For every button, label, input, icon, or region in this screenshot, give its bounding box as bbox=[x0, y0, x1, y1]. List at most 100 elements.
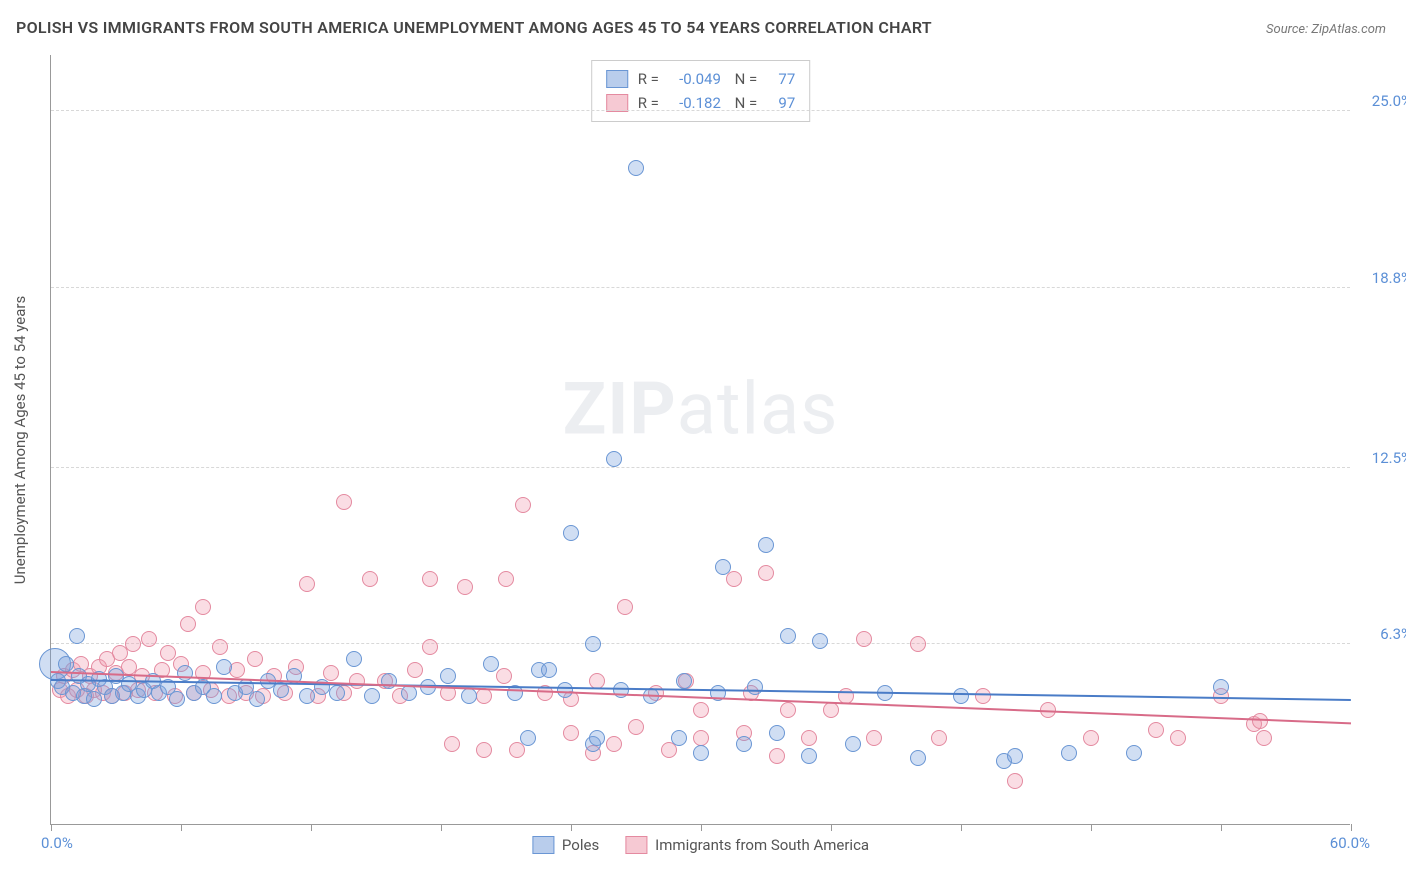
scatter-point bbox=[1213, 679, 1229, 695]
scatter-point bbox=[362, 571, 378, 587]
scatter-point bbox=[483, 656, 499, 672]
scatter-point bbox=[212, 639, 228, 655]
y-axis-label: Unemployment Among Ages 45 to 54 years bbox=[11, 290, 29, 590]
y-tick-label: 6.3% bbox=[1380, 625, 1406, 643]
scatter-point bbox=[747, 679, 763, 695]
plot-area: ZIPatlas R =-0.049 N =77 R =-0.182 N =97… bbox=[50, 55, 1350, 825]
scatter-point bbox=[1170, 730, 1186, 746]
x-tick bbox=[181, 824, 182, 831]
scatter-point bbox=[1252, 713, 1268, 729]
chart-title: POLISH VS IMMIGRANTS FROM SOUTH AMERICA … bbox=[16, 18, 932, 37]
scatter-point bbox=[736, 736, 752, 752]
x-tick bbox=[311, 824, 312, 831]
scatter-point bbox=[780, 702, 796, 718]
scatter-point bbox=[910, 636, 926, 652]
swatch-poles bbox=[606, 70, 628, 88]
legend-item-poles: Poles bbox=[532, 836, 599, 854]
scatter-point bbox=[628, 160, 644, 176]
scatter-point bbox=[856, 631, 872, 647]
scatter-point bbox=[585, 636, 601, 652]
scatter-point bbox=[299, 576, 315, 592]
x-tick bbox=[571, 824, 572, 831]
gridline bbox=[51, 287, 1350, 288]
scatter-point bbox=[1083, 730, 1099, 746]
scatter-point bbox=[845, 736, 861, 752]
y-tick-label: 12.5% bbox=[1372, 449, 1406, 467]
legend-swatch-immigrants bbox=[625, 836, 647, 854]
scatter-point bbox=[953, 688, 969, 704]
scatter-point bbox=[457, 579, 473, 595]
x-axis-start: 0.0% bbox=[41, 834, 73, 852]
gridline bbox=[51, 110, 1350, 111]
scatter-point bbox=[1007, 773, 1023, 789]
scatter-point bbox=[169, 691, 185, 707]
scatter-point bbox=[496, 668, 512, 684]
x-tick bbox=[1221, 824, 1222, 831]
x-tick bbox=[961, 824, 962, 831]
scatter-point bbox=[823, 702, 839, 718]
scatter-point bbox=[812, 633, 828, 649]
scatter-point bbox=[563, 525, 579, 541]
scatter-point bbox=[1126, 745, 1142, 761]
scatter-point bbox=[693, 702, 709, 718]
scatter-point bbox=[323, 665, 339, 681]
scatter-point bbox=[606, 451, 622, 467]
source-attribution: Source: ZipAtlas.com bbox=[1266, 22, 1386, 37]
scatter-point bbox=[299, 688, 315, 704]
n-value-immigrants: 97 bbox=[767, 91, 795, 115]
scatter-point bbox=[693, 745, 709, 761]
scatter-point bbox=[381, 673, 397, 689]
scatter-point bbox=[1148, 722, 1164, 738]
gridline bbox=[51, 467, 1350, 468]
scatter-point bbox=[801, 730, 817, 746]
r-value-immigrants: -0.182 bbox=[669, 91, 721, 115]
scatter-point bbox=[1061, 745, 1077, 761]
scatter-point bbox=[461, 688, 477, 704]
scatter-point bbox=[444, 736, 460, 752]
x-tick bbox=[441, 824, 442, 831]
scatter-point bbox=[160, 645, 176, 661]
x-axis-end: 60.0% bbox=[1330, 834, 1370, 852]
x-tick bbox=[831, 824, 832, 831]
scatter-point bbox=[628, 719, 644, 735]
n-value-poles: 77 bbox=[767, 67, 795, 91]
scatter-point bbox=[440, 668, 456, 684]
r-value-poles: -0.049 bbox=[669, 67, 721, 91]
scatter-point bbox=[606, 736, 622, 752]
scatter-point bbox=[349, 673, 365, 689]
stats-row-immigrants: R =-0.182 N =97 bbox=[606, 91, 796, 115]
scatter-point bbox=[498, 571, 514, 587]
scatter-point bbox=[141, 631, 157, 647]
scatter-point bbox=[69, 628, 85, 644]
legend-label-immigrants: Immigrants from South America bbox=[655, 836, 869, 854]
y-tick-label: 18.8% bbox=[1372, 269, 1406, 287]
scatter-point bbox=[249, 691, 265, 707]
scatter-point bbox=[476, 742, 492, 758]
scatter-point bbox=[180, 616, 196, 632]
scatter-point bbox=[676, 673, 692, 689]
scatter-point bbox=[58, 656, 74, 672]
scatter-point bbox=[520, 730, 536, 746]
legend-label-poles: Poles bbox=[562, 836, 599, 854]
legend: Poles Immigrants from South America bbox=[532, 836, 869, 854]
scatter-point bbox=[589, 730, 605, 746]
scatter-point bbox=[931, 730, 947, 746]
scatter-point bbox=[1256, 730, 1272, 746]
stats-row-poles: R =-0.049 N =77 bbox=[606, 67, 796, 91]
scatter-point bbox=[206, 688, 222, 704]
scatter-point bbox=[758, 537, 774, 553]
legend-swatch-poles bbox=[532, 836, 554, 854]
x-tick bbox=[1091, 824, 1092, 831]
scatter-point bbox=[336, 494, 352, 510]
correlation-stats-box: R =-0.049 N =77 R =-0.182 N =97 bbox=[591, 60, 811, 122]
scatter-point bbox=[364, 688, 380, 704]
scatter-point bbox=[422, 639, 438, 655]
scatter-point bbox=[563, 725, 579, 741]
scatter-point bbox=[541, 662, 557, 678]
scatter-point bbox=[125, 636, 141, 652]
scatter-point bbox=[422, 571, 438, 587]
scatter-point bbox=[515, 497, 531, 513]
gridline bbox=[51, 643, 1350, 644]
scatter-point bbox=[247, 651, 263, 667]
scatter-point bbox=[975, 688, 991, 704]
